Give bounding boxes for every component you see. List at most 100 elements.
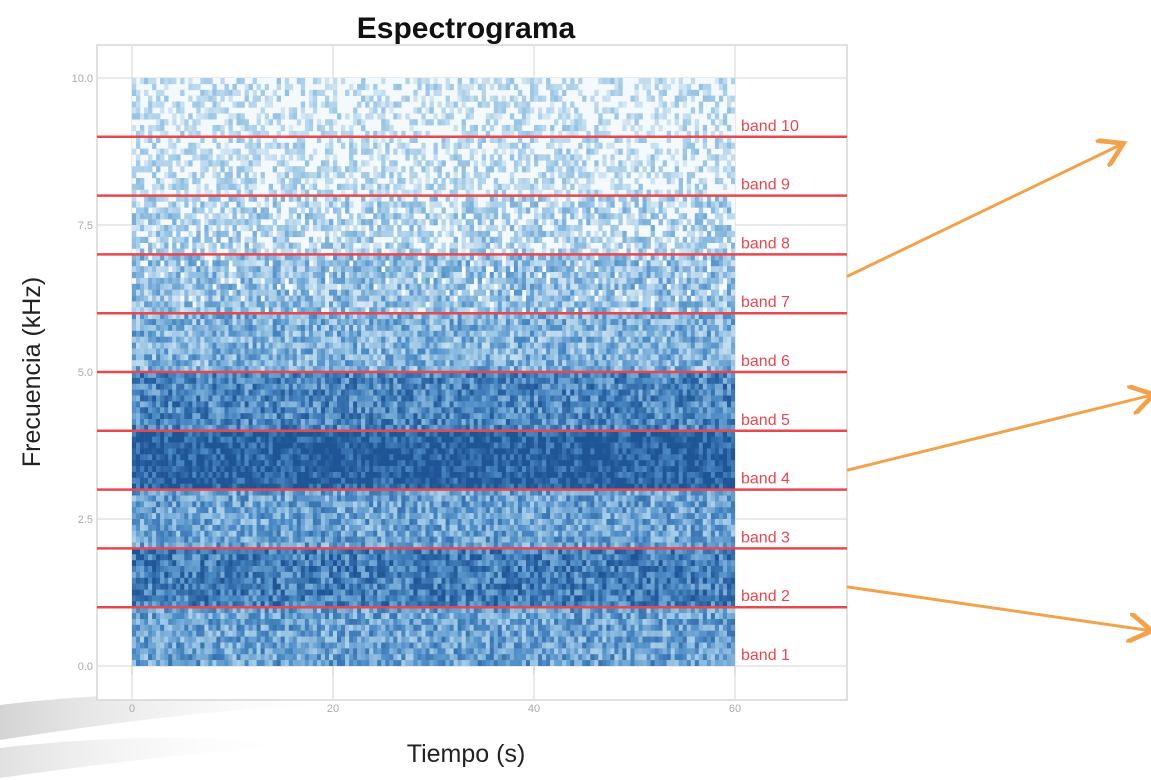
heatmap-cell bbox=[469, 254, 474, 261]
heatmap-cell bbox=[598, 342, 603, 349]
heatmap-cell bbox=[212, 266, 217, 273]
heatmap-cell bbox=[658, 248, 663, 255]
heatmap-cell bbox=[140, 225, 145, 232]
heatmap-cell bbox=[228, 236, 233, 243]
heatmap-cell bbox=[220, 207, 225, 214]
heatmap-cell bbox=[176, 213, 181, 220]
heatmap-cell bbox=[457, 183, 462, 190]
heatmap-cell bbox=[662, 213, 667, 220]
heatmap-cell bbox=[658, 342, 663, 349]
heatmap-cell bbox=[626, 336, 631, 343]
heatmap-cell bbox=[168, 283, 173, 290]
heatmap-cell bbox=[469, 130, 474, 138]
heatmap-cell bbox=[473, 313, 478, 320]
heatmap-cell bbox=[453, 154, 458, 161]
heatmap-cell bbox=[240, 266, 245, 273]
heatmap-cell bbox=[232, 219, 237, 226]
heatmap-cell bbox=[441, 260, 446, 267]
heatmap-cell bbox=[184, 330, 189, 337]
heatmap-cell bbox=[682, 95, 687, 102]
heatmap-cell bbox=[361, 283, 366, 290]
heatmap-cell bbox=[413, 160, 418, 167]
heatmap-cell bbox=[489, 336, 495, 343]
heatmap-cell bbox=[566, 189, 571, 196]
heatmap-cell bbox=[244, 125, 249, 132]
heatmap-cell bbox=[718, 230, 724, 238]
heatmap-cell bbox=[650, 142, 655, 149]
heatmap-cell bbox=[646, 195, 651, 202]
heatmap-cell bbox=[718, 83, 724, 91]
heatmap-cell bbox=[731, 142, 735, 149]
heatmap-cell bbox=[461, 319, 466, 326]
heatmap-cell bbox=[365, 136, 370, 143]
heatmap-cell bbox=[345, 289, 350, 296]
heatmap-cell bbox=[292, 325, 298, 332]
heatmap-cell bbox=[602, 277, 607, 285]
heatmap-cell bbox=[610, 248, 615, 255]
heatmap-cell bbox=[574, 272, 579, 279]
heatmap-cell bbox=[160, 236, 165, 243]
heatmap-cell bbox=[489, 254, 495, 261]
heatmap-cell bbox=[236, 89, 241, 96]
heatmap-cell bbox=[457, 136, 462, 143]
heatmap-cell bbox=[449, 230, 454, 238]
heatmap-cell bbox=[670, 283, 675, 290]
heatmap-cell bbox=[144, 330, 149, 337]
heatmap-cell bbox=[578, 283, 583, 290]
heatmap-cell bbox=[666, 189, 671, 196]
heatmap-cell bbox=[369, 289, 374, 296]
heatmap-cell bbox=[574, 160, 579, 167]
heatmap-cell bbox=[586, 277, 591, 285]
heatmap-cell bbox=[598, 325, 603, 332]
heatmap-cell bbox=[256, 254, 261, 261]
heatmap-cell bbox=[337, 172, 342, 179]
heatmap-cell bbox=[405, 189, 410, 196]
heatmap-cell bbox=[405, 336, 410, 343]
heatmap-cell bbox=[361, 295, 366, 302]
heatmap-cell bbox=[196, 325, 201, 332]
heatmap-cell bbox=[473, 125, 478, 132]
heatmap-cell bbox=[538, 307, 543, 314]
heatmap-cell bbox=[602, 354, 607, 361]
heatmap-cell bbox=[546, 160, 551, 167]
heatmap-cell bbox=[292, 113, 298, 120]
heatmap-cell bbox=[288, 107, 294, 114]
heatmap-cell bbox=[300, 313, 306, 320]
heatmap-cell bbox=[702, 225, 708, 232]
heatmap-cell bbox=[260, 266, 265, 273]
heatmap-cell bbox=[325, 160, 330, 167]
heatmap-cell bbox=[722, 266, 728, 273]
heatmap-cell bbox=[381, 348, 386, 355]
heatmap-cell bbox=[521, 130, 527, 138]
heatmap-cell bbox=[666, 225, 671, 232]
heatmap-cell bbox=[168, 330, 173, 337]
heatmap-cell bbox=[192, 125, 197, 132]
heatmap-cell bbox=[300, 283, 306, 290]
heatmap-cell bbox=[389, 242, 394, 249]
heatmap-cell bbox=[453, 219, 458, 226]
heatmap-cell bbox=[320, 189, 326, 196]
heatmap-cell bbox=[365, 313, 370, 320]
heatmap-cell bbox=[461, 130, 466, 138]
heatmap-cell bbox=[272, 277, 277, 285]
heatmap-cell bbox=[312, 348, 318, 355]
heatmap-cell bbox=[453, 172, 458, 179]
heatmap-cell bbox=[638, 342, 643, 349]
heatmap-cell bbox=[385, 201, 390, 208]
heatmap-cell bbox=[136, 272, 141, 279]
heatmap-cell bbox=[365, 178, 370, 185]
heatmap-cell bbox=[276, 225, 281, 232]
heatmap-cell bbox=[457, 342, 462, 349]
heatmap-cell bbox=[682, 154, 687, 161]
heatmap-cell bbox=[192, 313, 197, 320]
heatmap-cell bbox=[320, 266, 326, 273]
heatmap-cell bbox=[534, 89, 539, 96]
heatmap-cell bbox=[706, 313, 712, 320]
heatmap-cell bbox=[212, 301, 217, 308]
heatmap-cell bbox=[216, 295, 221, 302]
heatmap-cell bbox=[316, 201, 322, 208]
heatmap-cell bbox=[260, 289, 265, 296]
heatmap-cell bbox=[727, 348, 732, 355]
heatmap-cell bbox=[546, 283, 551, 290]
heatmap-cell bbox=[389, 266, 394, 273]
